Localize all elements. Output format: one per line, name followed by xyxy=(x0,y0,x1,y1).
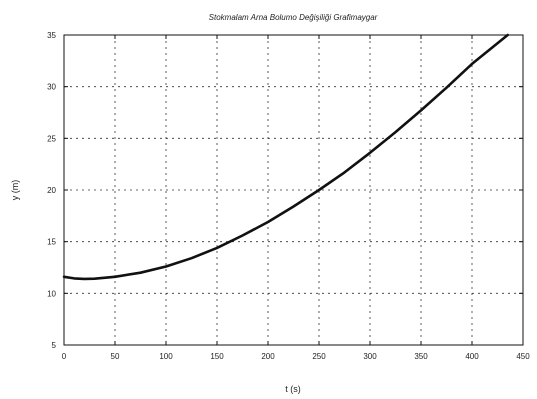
y-axis-label: y (m) xyxy=(10,180,20,201)
y-tick-label: 5 xyxy=(52,341,57,350)
y-tick-label: 10 xyxy=(47,289,56,298)
x-tick-label: 450 xyxy=(516,352,530,361)
x-tick-label: 250 xyxy=(312,352,326,361)
y-tick-label: 20 xyxy=(47,186,56,195)
x-tick-label: 0 xyxy=(62,352,67,361)
chart-title: Stokmalam Arna Bolumo Değişiliği Grafima… xyxy=(209,13,378,22)
y-tick-label: 30 xyxy=(47,83,56,92)
x-axis-ticks: 0 50 100 150 200 250 300 350 400 450 xyxy=(62,35,530,361)
y-tick-label: 25 xyxy=(47,134,56,143)
x-tick-label: 400 xyxy=(465,352,479,361)
x-tick-label: 150 xyxy=(210,352,224,361)
grid xyxy=(64,35,523,345)
x-tick-label: 300 xyxy=(363,352,377,361)
y-tick-label: 35 xyxy=(47,31,56,40)
y-tick-label: 15 xyxy=(47,238,56,247)
x-tick-label: 50 xyxy=(111,352,120,361)
x-tick-label: 100 xyxy=(159,352,173,361)
series-group xyxy=(62,33,510,281)
y-axis-ticks: 5 10 15 20 25 30 35 xyxy=(47,31,523,350)
x-axis-label: t (s) xyxy=(285,384,301,394)
x-tick-label: 200 xyxy=(261,352,275,361)
x-tick-label: 350 xyxy=(414,352,428,361)
series-line xyxy=(62,33,510,281)
